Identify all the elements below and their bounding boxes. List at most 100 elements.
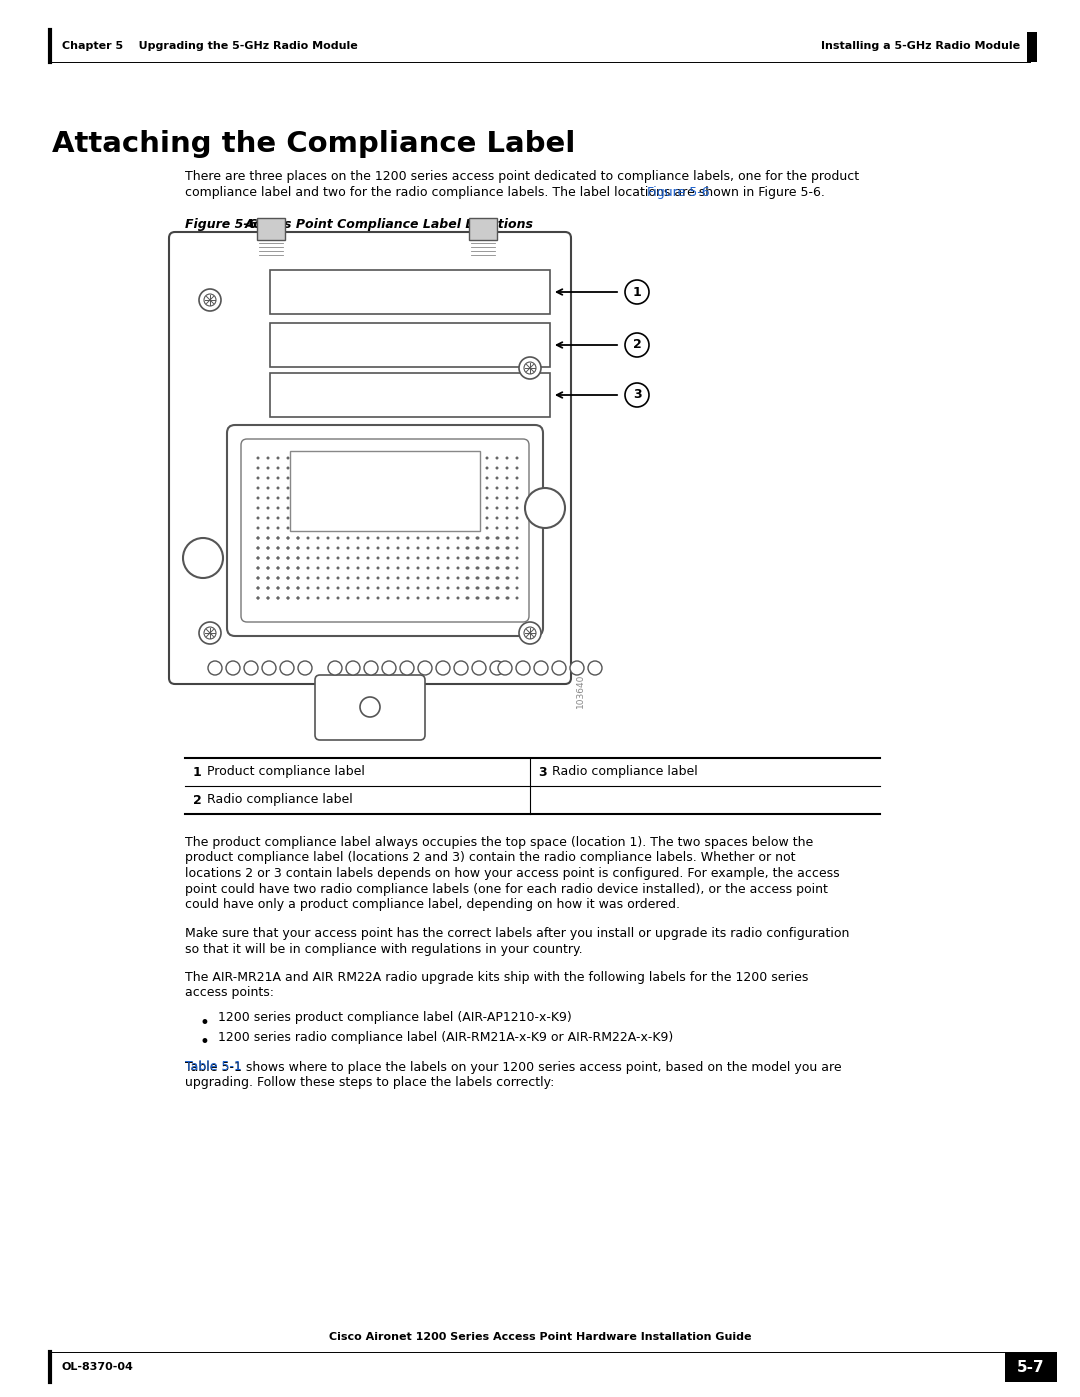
Circle shape <box>297 587 299 590</box>
Circle shape <box>497 597 499 599</box>
Circle shape <box>276 567 280 570</box>
Circle shape <box>496 527 499 529</box>
Circle shape <box>267 457 270 460</box>
Circle shape <box>347 546 350 549</box>
Circle shape <box>382 661 396 675</box>
Circle shape <box>475 556 478 560</box>
Circle shape <box>297 536 299 539</box>
Circle shape <box>204 293 216 306</box>
Circle shape <box>534 661 548 675</box>
Circle shape <box>387 567 390 570</box>
Text: •: • <box>200 1013 210 1031</box>
Circle shape <box>486 567 489 570</box>
Text: could have only a product compliance label, depending on how it was ordered.: could have only a product compliance lab… <box>185 898 680 911</box>
Circle shape <box>515 517 518 520</box>
Bar <box>270 323 550 367</box>
Circle shape <box>457 587 459 590</box>
Circle shape <box>276 476 280 479</box>
Circle shape <box>267 467 270 469</box>
Circle shape <box>297 556 299 560</box>
Bar <box>270 270 550 314</box>
Bar <box>1005 1352 1057 1382</box>
Circle shape <box>475 577 478 580</box>
Circle shape <box>267 556 270 560</box>
Circle shape <box>297 546 299 549</box>
Circle shape <box>400 661 414 675</box>
Circle shape <box>496 556 499 560</box>
Circle shape <box>286 546 289 549</box>
Circle shape <box>507 587 510 590</box>
Circle shape <box>465 546 469 549</box>
Circle shape <box>436 587 440 590</box>
Circle shape <box>507 556 510 560</box>
Circle shape <box>297 476 299 479</box>
Circle shape <box>465 486 469 489</box>
Circle shape <box>427 536 430 539</box>
Circle shape <box>377 567 379 570</box>
Circle shape <box>337 597 339 599</box>
Circle shape <box>183 538 222 578</box>
Circle shape <box>276 587 280 590</box>
Circle shape <box>356 536 360 539</box>
Circle shape <box>497 567 499 570</box>
Circle shape <box>507 546 510 549</box>
Circle shape <box>465 457 469 460</box>
Circle shape <box>496 577 499 580</box>
Circle shape <box>326 546 329 549</box>
Circle shape <box>297 567 299 570</box>
Circle shape <box>286 476 289 479</box>
Circle shape <box>496 567 499 570</box>
Circle shape <box>286 577 289 580</box>
Circle shape <box>417 536 419 539</box>
Circle shape <box>347 577 350 580</box>
Circle shape <box>267 597 270 599</box>
Circle shape <box>476 556 480 560</box>
Circle shape <box>316 546 320 549</box>
Text: 1: 1 <box>633 285 642 299</box>
Circle shape <box>486 496 488 500</box>
Circle shape <box>286 546 289 549</box>
Circle shape <box>476 587 480 590</box>
Circle shape <box>307 536 310 539</box>
Circle shape <box>505 486 509 489</box>
Circle shape <box>267 507 270 510</box>
Circle shape <box>377 536 379 539</box>
Circle shape <box>486 467 488 469</box>
Circle shape <box>497 536 499 539</box>
Circle shape <box>427 567 430 570</box>
Circle shape <box>267 587 270 590</box>
Text: 3: 3 <box>538 766 546 778</box>
Circle shape <box>257 567 259 570</box>
Circle shape <box>486 597 488 599</box>
Circle shape <box>307 556 310 560</box>
Circle shape <box>476 546 480 549</box>
Text: Chapter 5    Upgrading the 5-GHz Radio Module: Chapter 5 Upgrading the 5-GHz Radio Modu… <box>62 41 357 52</box>
Circle shape <box>427 597 430 599</box>
Circle shape <box>337 536 339 539</box>
Circle shape <box>297 577 299 580</box>
Text: Attaching the Compliance Label: Attaching the Compliance Label <box>52 130 576 158</box>
Circle shape <box>257 587 259 590</box>
Circle shape <box>298 661 312 675</box>
Text: There are three places on the 1200 series access point dedicated to compliance l: There are three places on the 1200 serie… <box>185 170 859 183</box>
Text: 1200 series product compliance label (AIR-AP1210-x-K9): 1200 series product compliance label (AI… <box>218 1011 571 1024</box>
Circle shape <box>465 527 469 529</box>
Circle shape <box>267 546 270 549</box>
Circle shape <box>486 577 489 580</box>
Circle shape <box>515 496 518 500</box>
Circle shape <box>486 476 488 479</box>
Circle shape <box>457 567 459 570</box>
Circle shape <box>505 457 509 460</box>
Circle shape <box>297 467 299 469</box>
Circle shape <box>552 661 566 675</box>
Circle shape <box>337 556 339 560</box>
Circle shape <box>465 507 469 510</box>
Circle shape <box>505 507 509 510</box>
Circle shape <box>457 597 459 599</box>
Circle shape <box>276 587 280 590</box>
Circle shape <box>326 587 329 590</box>
Circle shape <box>417 556 419 560</box>
Circle shape <box>418 661 432 675</box>
Circle shape <box>286 496 289 500</box>
Circle shape <box>276 546 280 549</box>
